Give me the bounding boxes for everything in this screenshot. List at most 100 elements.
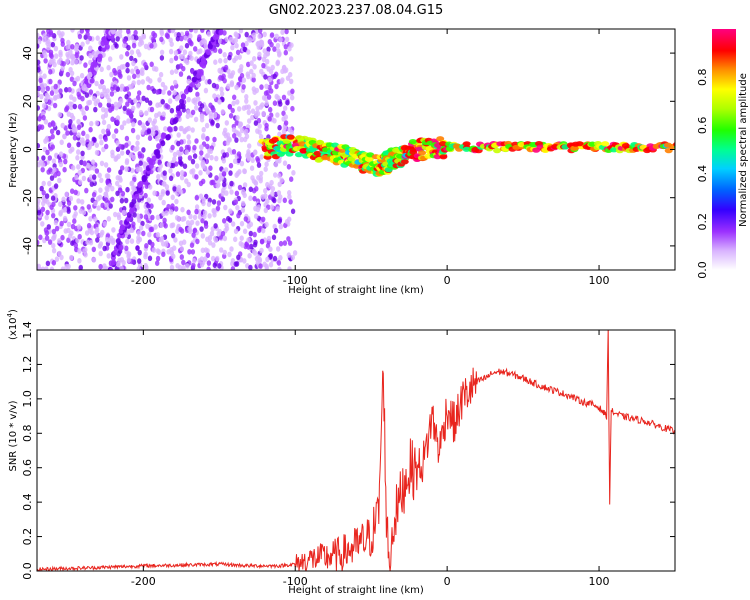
- noise-mark: [231, 221, 236, 227]
- noise-mark: [210, 119, 215, 126]
- colorbar-label: Normalized spectral amplitude: [738, 73, 749, 227]
- noise-mark: [206, 260, 212, 266]
- noise-mark: [272, 197, 277, 204]
- noise-mark: [155, 260, 160, 267]
- noise-mark: [106, 64, 111, 71]
- noise-mark: [289, 56, 294, 62]
- noise-mark: [276, 48, 281, 54]
- noise-mark: [236, 254, 241, 261]
- noise-mark: [58, 52, 63, 58]
- noise-mark: [58, 161, 64, 168]
- noise-mark: [106, 123, 112, 130]
- noise-mark: [60, 37, 65, 44]
- noise-mark: [141, 230, 146, 237]
- noise-mark: [73, 242, 79, 249]
- noise-mark: [40, 266, 46, 270]
- noise-mark: [202, 39, 208, 45]
- noise-mark: [81, 175, 87, 182]
- noise-mark: [175, 171, 181, 177]
- noise-mark: [194, 105, 199, 111]
- noise-mark: [92, 174, 97, 180]
- y-tick-label: 0.6: [21, 459, 34, 477]
- noise-mark: [76, 118, 81, 125]
- noise-mark: [103, 162, 109, 168]
- noise-mark: [290, 208, 296, 215]
- noise-mark: [238, 29, 244, 34]
- noise-mark: [189, 219, 195, 226]
- noise-mark: [176, 132, 181, 138]
- noise-mark: [187, 226, 192, 232]
- noise-mark: [70, 44, 75, 50]
- noise-mark: [44, 266, 49, 270]
- noise-mark: [136, 103, 141, 109]
- noise-mark: [215, 205, 221, 212]
- noise-mark: [212, 136, 217, 143]
- noise-mark: [176, 216, 181, 222]
- snr-panel: -200 -100 0 100 0.0 0.2 0.4 0.6 0.8 1.0 1.2 1.4 He…: [6, 309, 676, 596]
- noise-mark: [126, 257, 132, 263]
- noise-mark: [124, 142, 129, 148]
- noise-mark: [172, 186, 177, 192]
- noise-mark: [62, 207, 68, 213]
- noise-mark: [37, 39, 42, 45]
- signal-mark: [621, 143, 630, 149]
- noise-mark: [66, 200, 72, 206]
- noise-mark: [235, 130, 241, 137]
- noise-mark: [146, 203, 151, 209]
- noise-mark: [66, 221, 72, 228]
- noise-mark: [143, 251, 148, 257]
- noise-mark: [262, 261, 267, 268]
- noise-mark: [41, 103, 47, 109]
- noise-mark: [171, 232, 176, 239]
- noise-mark: [66, 142, 72, 149]
- noise-mark: [187, 249, 192, 255]
- noise-mark: [277, 218, 282, 224]
- signal-mark: [175, 105, 181, 112]
- noise-mark: [37, 105, 40, 111]
- noise-mark: [226, 136, 232, 142]
- noise-mark: [60, 65, 65, 71]
- noise-mark: [179, 45, 184, 51]
- noise-mark: [227, 73, 232, 79]
- noise-mark: [93, 200, 98, 207]
- noise-mark: [259, 84, 264, 90]
- noise-mark: [236, 212, 241, 219]
- noise-mark: [228, 113, 234, 119]
- noise-mark: [231, 127, 237, 133]
- noise-mark: [286, 236, 291, 242]
- noise-mark: [263, 74, 268, 80]
- noise-mark: [132, 212, 137, 218]
- signal-mark: [529, 142, 537, 148]
- noise-mark: [250, 157, 255, 164]
- noise-mark: [55, 129, 61, 136]
- noise-mark: [52, 102, 58, 109]
- noise-mark: [142, 125, 147, 131]
- noise-mark: [192, 153, 198, 159]
- noise-mark: [244, 133, 250, 140]
- signal-mark: [190, 81, 196, 88]
- noise-mark: [168, 37, 173, 43]
- signal-mark: [111, 259, 117, 266]
- noise-mark: [234, 32, 239, 39]
- noise-mark: [95, 35, 100, 41]
- noise-mark: [227, 217, 233, 223]
- noise-mark: [147, 231, 152, 238]
- noise-mark: [219, 91, 225, 97]
- noise-mark: [166, 203, 171, 210]
- noise-mark: [189, 169, 194, 175]
- noise-mark: [237, 54, 242, 60]
- noise-mark: [131, 154, 137, 161]
- noise-mark: [99, 91, 105, 98]
- noise-mark: [49, 31, 54, 37]
- noise-mark: [47, 155, 52, 161]
- noise-mark: [89, 120, 94, 127]
- noise-mark: [98, 83, 103, 90]
- noise-mark: [155, 102, 160, 108]
- signal-mark: [110, 29, 116, 35]
- noise-mark: [178, 125, 183, 132]
- noise-mark: [75, 75, 81, 82]
- noise-mark: [184, 42, 190, 49]
- noise-mark: [67, 123, 73, 129]
- noise-mark: [218, 48, 223, 54]
- noise-mark: [63, 87, 69, 93]
